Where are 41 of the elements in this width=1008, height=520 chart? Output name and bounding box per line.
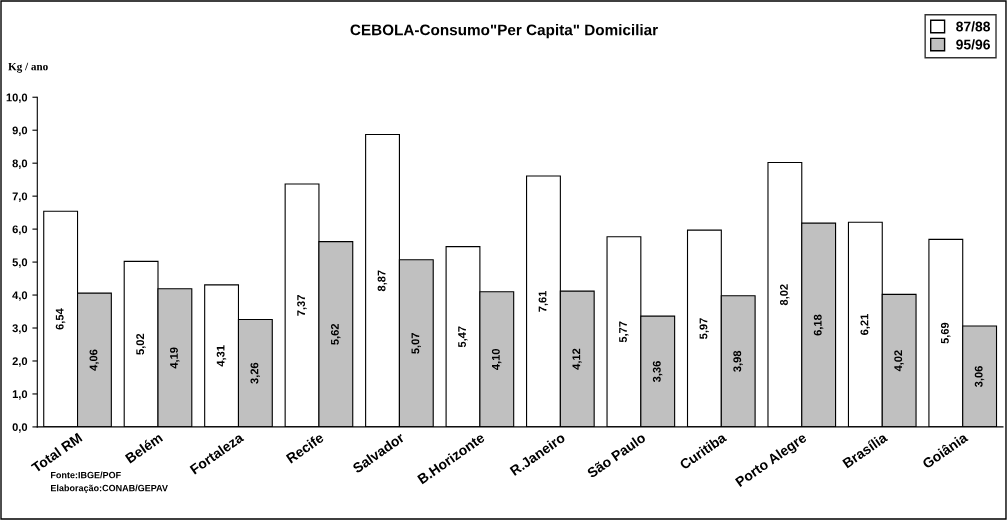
data-label: 5,07: [411, 333, 421, 354]
y-tick-label: 0,0: [12, 423, 28, 433]
data-label: 3,26: [250, 362, 260, 384]
text: Elaboração:CONAB/GEPAV: [51, 484, 168, 494]
data-label: 5,77: [619, 321, 629, 343]
data-label: 8,02: [780, 284, 790, 306]
data-label: 8,87: [377, 270, 388, 292]
y-tick-label: 6,0: [12, 225, 28, 235]
y-tick-label: 9,0: [12, 126, 28, 136]
data-label: 7,37: [297, 295, 307, 316]
y-tick-label: 8,0: [12, 159, 28, 169]
data-label: 6,21: [860, 314, 870, 335]
legend-label: 87/88: [956, 21, 991, 32]
data-label: 6,54: [55, 308, 66, 330]
data-label: 5,97: [699, 318, 709, 339]
data-label: 4,19: [170, 347, 180, 369]
data-label: 4,10: [491, 348, 502, 370]
data-label: 4,12: [572, 348, 582, 370]
data-label: 5,62: [330, 323, 341, 345]
y-tick-label: 2,0: [12, 357, 28, 367]
data-label: 4,06: [89, 349, 100, 371]
data-label: 7,61: [538, 290, 549, 312]
data-label: 5,47: [458, 326, 468, 348]
y-axis-title: Kg / ano: [8, 62, 48, 73]
chart-title: CEBOLA-Consumo"Per Capita" Domiciliar: [350, 24, 658, 39]
y-tick-label: 1,0: [12, 390, 28, 400]
y-tick-label: 4,0: [12, 291, 28, 301]
data-label: 5,69: [940, 322, 951, 344]
data-label: 3,98: [733, 350, 743, 372]
data-label: 5,02: [136, 333, 146, 355]
data-label: 4,02: [894, 350, 904, 372]
source-note: Fonte:IBGE/POF: [51, 471, 121, 479]
legend-label: 95/96: [956, 39, 990, 50]
y-tick-label: 3,0: [12, 324, 28, 334]
y-tick-label: 10,0: [6, 93, 28, 103]
data-label: 6,18: [813, 314, 824, 336]
data-label: 3,36: [652, 361, 663, 383]
y-tick-label: 5,0: [12, 258, 28, 268]
data-label: 3,06: [974, 366, 985, 388]
data-label: 4,31: [216, 345, 227, 367]
y-tick-label: 7,0: [12, 192, 28, 202]
